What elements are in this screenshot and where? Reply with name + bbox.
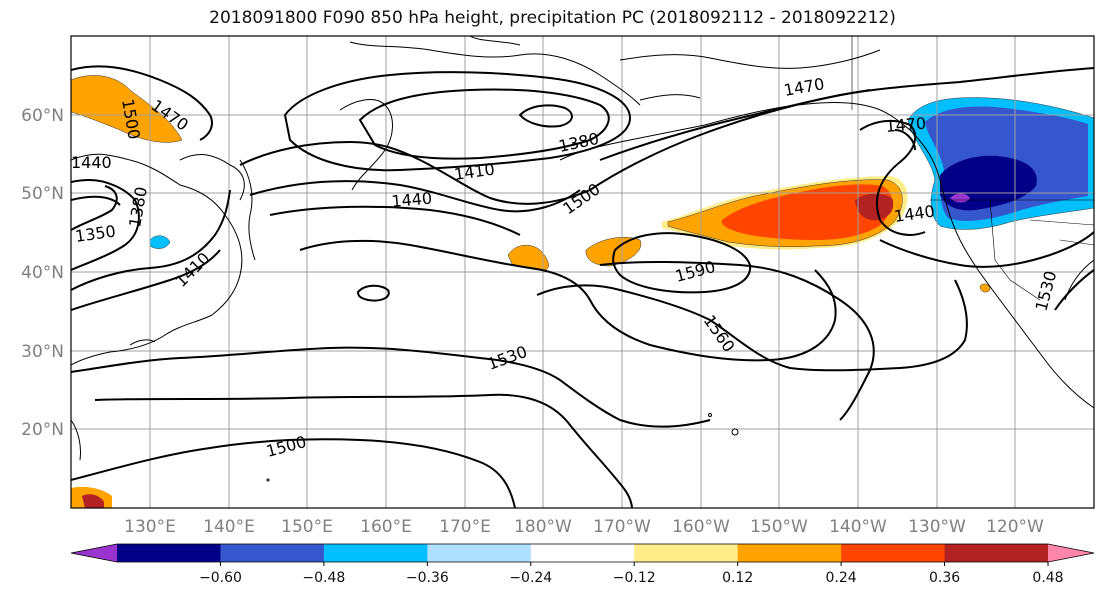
lon-label: 130°E: [124, 517, 176, 537]
lon-label: 150°E: [281, 517, 333, 537]
colorbar-tick-label: −0.48: [302, 570, 345, 586]
colorbar-bin: [427, 544, 532, 562]
lon-label: 130°W: [908, 517, 966, 537]
colorbar-bin: [117, 544, 221, 562]
colorbar-tick-label: 0.36: [929, 570, 960, 586]
map-frame: [70, 35, 1095, 509]
colorbar-tick-label: 0.12: [722, 570, 753, 586]
lon-label: 140°W: [829, 517, 887, 537]
colorbar: [70, 543, 1095, 563]
colorbar-tick-label: −0.36: [406, 570, 449, 586]
lon-label: 170°E: [439, 517, 491, 537]
height-contours: [71, 65, 1094, 508]
precip-shading: [71, 75, 1094, 508]
colorbar-bin: [944, 544, 1049, 562]
colorbar-bin: [220, 544, 325, 562]
colorbar-bin: [323, 544, 428, 562]
colorbar-bin: [634, 544, 739, 562]
colorbar-tick-label: −0.60: [199, 570, 242, 586]
lon-label: 180°W: [514, 517, 572, 537]
colorbar-tick-label: −0.12: [613, 570, 656, 586]
colorbar-bin: [737, 544, 842, 562]
coastlines: [71, 36, 1094, 482]
lat-label: 60°N: [21, 106, 64, 126]
lon-label: 120°W: [986, 517, 1044, 537]
colorbar-ticks: −0.60 −0.48 −0.36 −0.24 −0.12 0.12 0.24 0.36 0.4…: [199, 562, 1064, 586]
contour-label: 1440: [71, 153, 112, 172]
lon-label: 140°E: [203, 517, 255, 537]
lon-label: 160°W: [672, 517, 730, 537]
colorbar-extension-low: [71, 544, 117, 562]
colorbar-extension-high: [1048, 544, 1094, 562]
lat-label: 50°N: [21, 184, 64, 204]
borders: [851, 36, 1094, 301]
lon-label: 150°W: [750, 517, 808, 537]
colorbar-tick-label: −0.24: [509, 570, 552, 586]
lat-label: 30°N: [21, 342, 64, 362]
colorbar-bin: [841, 544, 946, 562]
map-title: 2018091800 F090 850 hPa height, precipit…: [209, 8, 896, 28]
colorbar-tick-label: 0.48: [1032, 570, 1063, 586]
colorbar-bin: [530, 544, 635, 562]
colorbar-tick-label: 0.24: [826, 570, 857, 586]
map-area: 1470 1500 1380 1410 1440 1470 1500 1590 …: [71, 36, 1094, 508]
latitude-labels: 60°N 50°N 40°N 30°N 20°N: [21, 106, 64, 440]
colorbar-outline: [70, 543, 1095, 563]
longitude-labels: 130°E 140°E 150°E 160°E 170°E 180°W 170°…: [124, 517, 1044, 537]
lon-label: 160°E: [360, 517, 412, 537]
lat-label: 40°N: [21, 263, 64, 283]
lon-label: 170°W: [593, 517, 651, 537]
contour-label: 1440: [391, 189, 433, 211]
lat-label: 20°N: [21, 420, 64, 440]
contour-label: 1470: [885, 114, 927, 136]
